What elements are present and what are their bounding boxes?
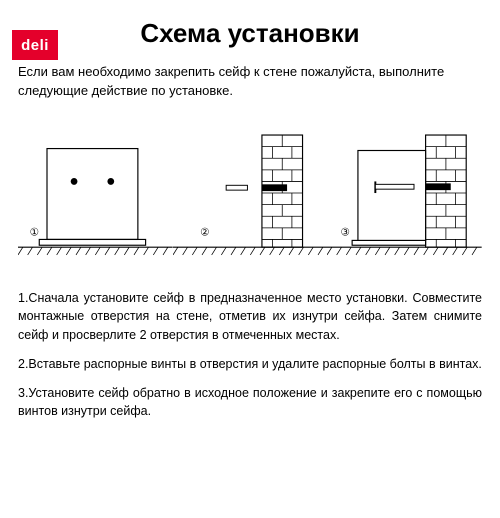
step-3-text: 3.Установите сейф обратно в исходное пол… bbox=[18, 384, 482, 422]
diagram-step-1: ① bbox=[18, 119, 173, 269]
page-title: Схема установки bbox=[0, 18, 500, 49]
diagram-step-3: ③ bbox=[327, 119, 482, 269]
step-label-3: ③ bbox=[341, 226, 351, 238]
step-label-2: ② bbox=[200, 226, 210, 238]
step-1-text: 1.Сначала установите сейф в предназначен… bbox=[18, 289, 482, 345]
step-2-text: 2.Вставьте распорные винты в отверстия и… bbox=[18, 355, 482, 374]
diagram-step-2: ② bbox=[173, 119, 328, 269]
brand-logo: deli bbox=[12, 30, 58, 60]
diagram-row: ① bbox=[18, 119, 482, 269]
intro-text: Если вам необходимо закрепить сейф к сте… bbox=[18, 63, 482, 101]
steps-text: 1.Сначала установите сейф в предназначен… bbox=[18, 289, 482, 422]
step-label-1: ① bbox=[30, 226, 40, 238]
